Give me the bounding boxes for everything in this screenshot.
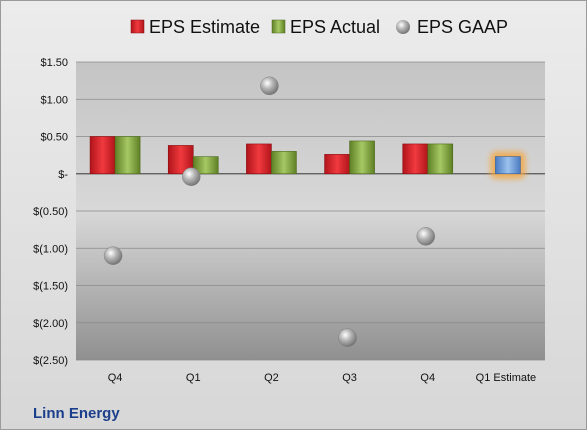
x-tick-label: Q2 <box>264 372 279 384</box>
y-tick-label: $(1.00) <box>33 243 68 255</box>
y-tick-label: $(2.50) <box>33 355 68 367</box>
legend-label-eps-estimate: EPS Estimate <box>149 17 260 37</box>
marker-eps-gaap <box>338 328 357 347</box>
y-axis-tick-labels: $1.50 $1.00 $0.50 $- $(0.50) $(1.00) $(1.50) $(… <box>33 57 68 367</box>
y-tick-label: $1.00 <box>40 94 68 106</box>
marker-eps-gaap <box>103 246 123 265</box>
x-tick-label: Q4 <box>108 372 123 384</box>
bar-eps-actual <box>427 143 454 175</box>
legend-swatch-eps-actual <box>271 19 286 34</box>
bar-eps-actual <box>114 136 141 175</box>
marker-eps-gaap <box>182 167 201 186</box>
legend-marker-eps-gaap <box>396 20 410 34</box>
bar-eps-actual <box>349 140 375 175</box>
marker-eps-gaap <box>416 227 435 246</box>
bar-eps-estimate <box>246 143 272 175</box>
y-tick-label: $(1.50) <box>33 281 68 293</box>
bar-layer <box>89 136 526 179</box>
x-axis-tick-labels: Q4 Q1 Q2 Q3 Q4 Q1 Estimate <box>108 372 536 384</box>
legend-swatch-eps-estimate <box>130 19 145 34</box>
bar-eps-estimate <box>402 143 429 175</box>
legend: EPS Estimate EPS Actual EPS GAAP <box>130 17 508 37</box>
legend-label-eps-actual: EPS Actual <box>290 17 380 37</box>
bar-eps-actual <box>271 151 297 175</box>
bar-eps-estimate <box>89 136 116 175</box>
x-tick-label: Q4 <box>420 372 435 384</box>
x-tick-label: Q1 <box>186 372 201 384</box>
bar-eps-actual <box>192 156 219 175</box>
bar-eps-estimate <box>324 154 350 175</box>
marker-eps-gaap <box>260 76 279 96</box>
x-tick-label: Q1 Estimate <box>476 372 537 384</box>
y-tick-label: $0.50 <box>40 132 68 144</box>
bar-q1-estimate <box>495 156 521 175</box>
x-tick-label: Q3 <box>342 372 357 384</box>
y-tick-label: $- <box>58 169 68 181</box>
legend-label-eps-gaap: EPS GAAP <box>417 17 508 37</box>
y-tick-label: $1.50 <box>40 57 68 69</box>
marker-layer <box>103 76 435 347</box>
company-name: Linn Energy <box>33 405 120 422</box>
y-tick-label: $(2.00) <box>33 318 68 330</box>
grid-layer <box>76 61 545 361</box>
y-tick-label: $(0.50) <box>33 206 68 218</box>
